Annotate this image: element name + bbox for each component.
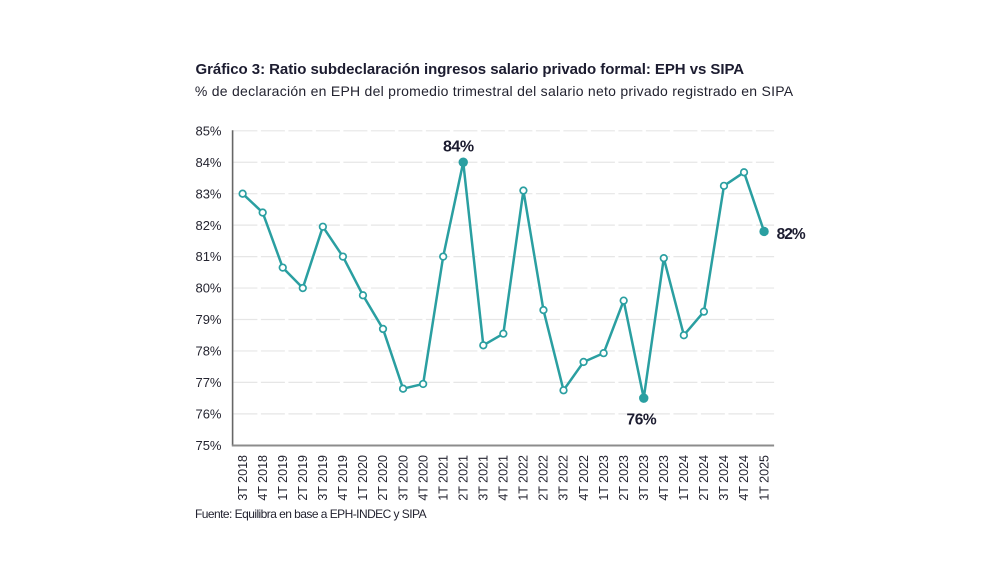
svg-text:80%: 80% [195, 281, 221, 296]
svg-text:85%: 85% [195, 123, 221, 138]
svg-text:1T 2021: 1T 2021 [436, 455, 450, 501]
svg-text:1T 2022: 1T 2022 [517, 455, 531, 501]
svg-text:82%: 82% [777, 226, 806, 243]
svg-text:4T 2024: 4T 2024 [737, 455, 751, 501]
svg-text:1T 2025: 1T 2025 [757, 455, 771, 501]
svg-text:2T 2020: 2T 2020 [376, 455, 390, 501]
svg-text:3T 2019: 3T 2019 [316, 455, 330, 501]
svg-text:82%: 82% [195, 218, 221, 233]
svg-text:2T 2024: 2T 2024 [697, 455, 711, 501]
svg-text:2T 2019: 2T 2019 [296, 455, 310, 501]
svg-text:4T 2020: 4T 2020 [416, 455, 430, 501]
svg-text:75%: 75% [195, 438, 221, 453]
svg-text:78%: 78% [195, 344, 221, 359]
svg-text:84%: 84% [195, 155, 221, 170]
svg-text:4T 2018: 4T 2018 [256, 455, 270, 501]
svg-text:2T 2022: 2T 2022 [537, 455, 551, 501]
svg-text:4T 2019: 4T 2019 [336, 455, 350, 501]
svg-text:4T 2023: 4T 2023 [657, 455, 671, 501]
svg-text:1T 2020: 1T 2020 [356, 455, 370, 501]
svg-text:3T 2024: 3T 2024 [717, 455, 731, 501]
svg-text:1T 2019: 1T 2019 [276, 455, 290, 501]
svg-text:1T 2024: 1T 2024 [677, 455, 691, 501]
svg-text:76%: 76% [195, 406, 221, 421]
svg-text:2T 2023: 2T 2023 [617, 455, 631, 501]
svg-text:84%: 84% [443, 139, 474, 156]
svg-text:3T 2021: 3T 2021 [476, 455, 490, 501]
svg-text:76%: 76% [626, 411, 656, 428]
svg-text:81%: 81% [195, 249, 221, 264]
svg-text:3T 2022: 3T 2022 [557, 455, 571, 501]
svg-text:4T 2022: 4T 2022 [577, 455, 591, 501]
svg-text:4T 2021: 4T 2021 [497, 455, 511, 501]
svg-text:3T 2018: 3T 2018 [236, 455, 250, 501]
svg-text:1T 2023: 1T 2023 [597, 455, 611, 501]
svg-text:3T 2023: 3T 2023 [637, 455, 651, 501]
svg-text:77%: 77% [195, 375, 221, 390]
svg-text:83%: 83% [195, 186, 221, 201]
svg-text:79%: 79% [195, 312, 221, 327]
svg-text:2T 2021: 2T 2021 [456, 455, 470, 501]
svg-text:3T 2020: 3T 2020 [396, 455, 410, 501]
